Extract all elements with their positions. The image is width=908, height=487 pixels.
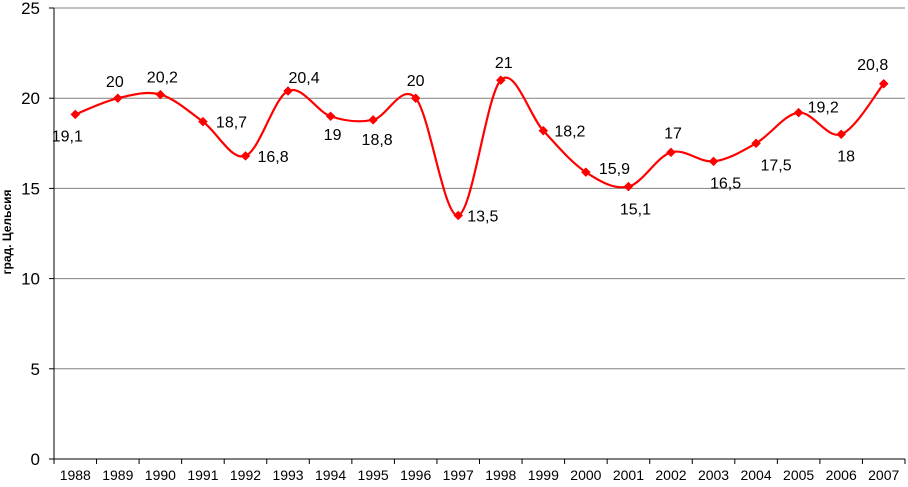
- x-tick-label: 1990: [145, 467, 176, 483]
- series-line-path: [74, 76, 885, 217]
- data-point-2006: [836, 129, 847, 140]
- data-label-2006: 18: [837, 148, 855, 165]
- x-tick-label: 1995: [358, 467, 389, 483]
- data-point-1995: [368, 114, 378, 125]
- data-label-1993: 20,4: [288, 70, 319, 87]
- data-label-1992: 16,8: [257, 149, 288, 166]
- data-point-2001: [623, 181, 634, 192]
- data-labels: 19,1 20 20,2 18,7 16,8 20,4 19 18,8 20 13,5 21 18,2…: [52, 55, 889, 225]
- axes: [49, 7, 906, 464]
- x-tick-label: 2007: [868, 467, 899, 483]
- data-label-2007: 20,8: [857, 57, 888, 74]
- data-label-2003: 16,5: [710, 175, 741, 192]
- data-point-1990: [155, 89, 166, 100]
- data-point-1989: [112, 93, 123, 104]
- data-label-1999: 18,2: [554, 124, 585, 141]
- x-tick-label: 2004: [740, 467, 771, 483]
- y-tick-label: 25: [21, 0, 40, 18]
- x-tick-label: 1991: [187, 467, 218, 483]
- x-tick-label: 2003: [698, 467, 729, 483]
- data-label-1990: 20,2: [147, 70, 178, 87]
- data-label-2005: 19,2: [808, 100, 839, 117]
- gridlines: [54, 7, 905, 370]
- data-point-1988: [70, 109, 81, 120]
- data-label-1991: 18,7: [216, 115, 247, 132]
- data-label-2002: 17: [664, 125, 682, 142]
- x-tick-labels: 1988 1989 1990 1991 1992 1993 1994 1995 1996 1997…: [60, 467, 900, 483]
- data-label-2004: 17,5: [761, 157, 792, 174]
- data-label-2000: 15,9: [599, 161, 630, 178]
- data-label-1995: 18,8: [362, 132, 393, 149]
- data-point-2000: [581, 167, 591, 178]
- data-label-2001: 15,1: [620, 202, 651, 219]
- data-label-1997: 13,5: [467, 208, 498, 225]
- x-tick-label: 1992: [230, 467, 261, 483]
- series-line: [74, 76, 885, 217]
- x-tick-label: 1994: [315, 467, 346, 483]
- data-point-2002: [666, 147, 676, 158]
- data-label-1998: 21: [495, 55, 513, 72]
- x-tick-label: 1999: [528, 467, 559, 483]
- x-tick-label: 1988: [60, 467, 91, 483]
- data-point-2003: [708, 156, 719, 167]
- y-axis-title: град. Цельсия: [0, 190, 14, 275]
- x-tick-label: 2005: [783, 467, 814, 483]
- data-point-2007: [878, 78, 889, 89]
- data-point-1998: [495, 75, 506, 86]
- data-point-1996: [410, 93, 421, 104]
- x-tick-label: 1993: [272, 467, 303, 483]
- data-point-1999: [538, 125, 549, 136]
- x-tick-label: 1996: [400, 467, 431, 483]
- y-tick-label: 5: [31, 360, 40, 379]
- data-label-1989: 20: [106, 74, 124, 91]
- y-tick-label: 10: [21, 270, 40, 289]
- data-point-2004: [751, 138, 761, 149]
- data-point-1992: [240, 151, 251, 161]
- y-tick-labels: 0 5 10 15 20 25: [21, 0, 40, 469]
- data-label-1994: 19: [324, 127, 342, 144]
- y-tick-label: 0: [31, 450, 40, 469]
- data-point-1997: [453, 210, 464, 221]
- data-point-1994: [325, 111, 336, 122]
- data-label-1988: 19,1: [52, 128, 83, 145]
- y-tick-label: 20: [21, 89, 40, 108]
- data-point-1993: [283, 86, 293, 96]
- x-tick-label: 2006: [826, 467, 857, 483]
- data-label-1996: 20: [407, 73, 425, 90]
- data-point-2005: [793, 107, 804, 118]
- x-tick-label: 1989: [102, 467, 133, 483]
- x-tick-label: 1998: [485, 467, 516, 483]
- x-tick-label: 2002: [655, 467, 686, 483]
- data-markers: [70, 75, 889, 221]
- y-tick-label: 15: [21, 179, 40, 198]
- x-tick-label: 1997: [443, 467, 474, 483]
- x-tick-label: 2001: [613, 467, 644, 483]
- x-tick-label: 2000: [570, 467, 601, 483]
- data-point-1991: [198, 116, 208, 127]
